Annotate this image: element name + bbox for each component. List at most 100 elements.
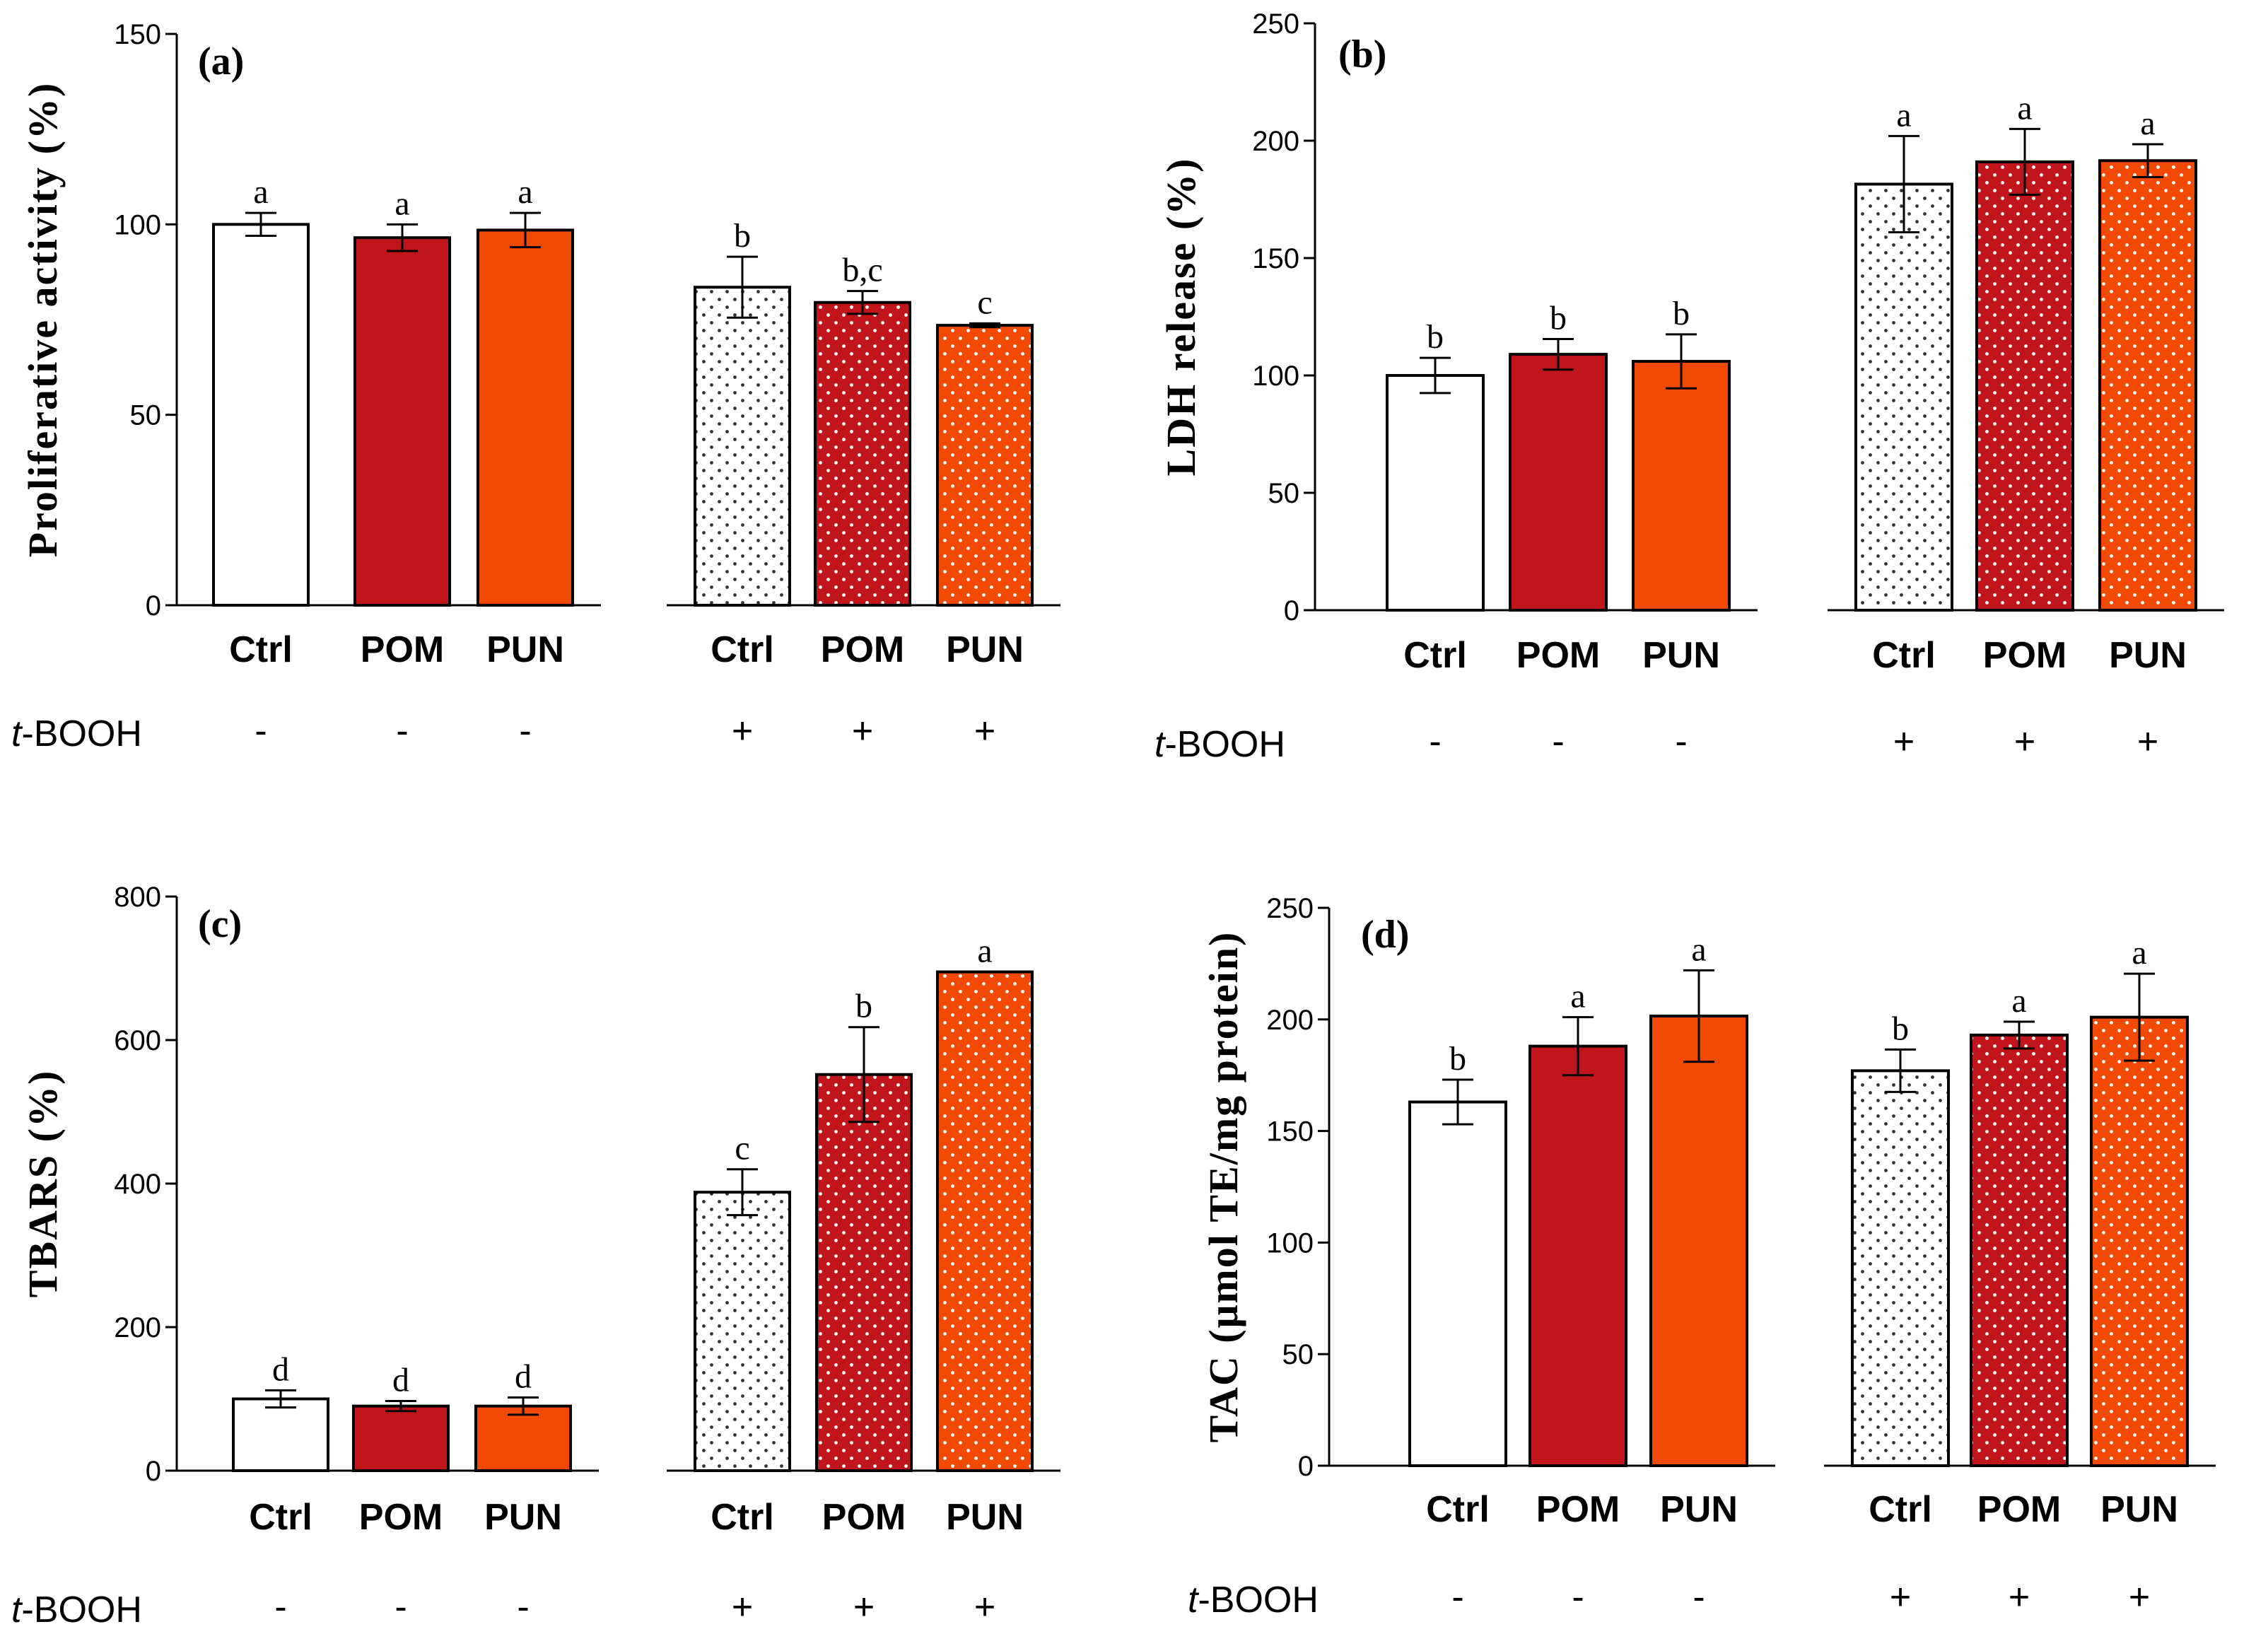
category-label: Ctrl bbox=[229, 629, 293, 670]
category-label: POM bbox=[1516, 635, 1600, 676]
bar-ctrl-untreated bbox=[212, 223, 310, 607]
panel-a: 0 50 100 150 Proliferative activity (%) (a) a C… bbox=[11, 19, 1060, 754]
y-tick-label: 50 bbox=[1268, 478, 1300, 509]
significance-label: b bbox=[1427, 318, 1444, 356]
significance-label: a bbox=[2017, 89, 2032, 127]
y-axis-title: LDH release (%) bbox=[1158, 158, 1204, 477]
treatment-suffix: -BOOH bbox=[1164, 724, 1285, 765]
y-tick-label: 150 bbox=[1252, 243, 1299, 274]
treatment-sign: - bbox=[1429, 721, 1441, 762]
y-tick-label: 100 bbox=[114, 209, 161, 240]
treatment-sign: + bbox=[1890, 1577, 1911, 1618]
treatment-sign: + bbox=[732, 1587, 753, 1628]
bar-pom-untreated bbox=[1528, 1044, 1627, 1467]
significance-label: a bbox=[1570, 978, 1585, 1015]
category-label: Ctrl bbox=[1426, 1489, 1490, 1530]
bar-pom-treated bbox=[1970, 1033, 2069, 1467]
category-label: Ctrl bbox=[1872, 635, 1936, 676]
category-label: POM bbox=[359, 1497, 443, 1538]
panel-c: 0 200 400 600 800 TBARS (%) (c) d Ctrl - d POM - d PUN… bbox=[11, 882, 1060, 1630]
category-label: PUN bbox=[2100, 1489, 2178, 1530]
treatment-sign: + bbox=[2009, 1577, 2030, 1618]
category-label: Ctrl bbox=[711, 629, 774, 670]
treatment-label: t-BOOH bbox=[1188, 1580, 1319, 1621]
treatment-sign: - bbox=[1451, 1577, 1463, 1618]
significance-label: a bbox=[394, 185, 409, 222]
treatment-prefix: t bbox=[1188, 1580, 1200, 1621]
treatment-sign: - bbox=[396, 711, 408, 752]
treatment-sign: + bbox=[853, 1587, 875, 1628]
significance-label: d bbox=[515, 1358, 532, 1395]
bar-pun-untreated bbox=[1649, 1015, 1748, 1468]
treatment-sign: - bbox=[1675, 721, 1687, 762]
treatment-sign: + bbox=[2129, 1577, 2150, 1618]
treatment-sign: + bbox=[852, 711, 873, 752]
bar-pom-untreated bbox=[353, 236, 451, 607]
treatment-sign: - bbox=[1552, 721, 1564, 762]
treatment-prefix: t bbox=[1155, 724, 1167, 765]
bar-ctrl-treated bbox=[694, 1191, 791, 1473]
panel-b: 0 50 100 150 200 250 LDH release (%) (b) b Ctrl - b… bbox=[1155, 8, 2224, 765]
treatment-suffix: -BOOH bbox=[21, 713, 141, 754]
bar-pun-untreated bbox=[1632, 360, 1731, 612]
bar-ctrl-untreated bbox=[1408, 1100, 1507, 1467]
bar-pom-untreated bbox=[352, 1404, 450, 1473]
significance-label: c bbox=[735, 1130, 749, 1167]
y-tick-label: 600 bbox=[114, 1025, 161, 1056]
category-label: POM bbox=[822, 1497, 906, 1538]
category-label: PUN bbox=[2109, 635, 2187, 676]
y-tick-label: 0 bbox=[146, 1456, 161, 1487]
treatment-suffix: -BOOH bbox=[21, 1589, 141, 1630]
category-label: POM bbox=[821, 629, 904, 670]
treatment-label: t-BOOH bbox=[1155, 724, 1285, 765]
category-label: PUN bbox=[1660, 1489, 1738, 1530]
significance-label: b bbox=[1449, 1040, 1466, 1078]
y-tick-label: 200 bbox=[1266, 1005, 1314, 1036]
significance-label: b bbox=[1673, 295, 1690, 332]
category-label: Ctrl bbox=[1869, 1489, 1932, 1530]
bar-pun-untreated bbox=[477, 228, 574, 607]
bar-pun-untreated bbox=[474, 1404, 572, 1473]
y-axis-title: TBARS (%) bbox=[20, 1070, 66, 1298]
category-label: PUN bbox=[946, 629, 1024, 670]
y-tick-label: 50 bbox=[130, 400, 162, 431]
significance-label: d bbox=[272, 1350, 289, 1388]
y-tick-label: 250 bbox=[1252, 8, 1299, 40]
significance-label: a bbox=[2011, 982, 2026, 1020]
significance-label: b bbox=[1892, 1010, 1909, 1047]
treatment-suffix: -BOOH bbox=[1198, 1580, 1318, 1621]
category-label: PUN bbox=[1642, 635, 1720, 676]
treatment-sign: - bbox=[274, 1587, 286, 1628]
panel-label: (a) bbox=[198, 40, 244, 83]
category-label: POM bbox=[1977, 1489, 2061, 1530]
category-label: Ctrl bbox=[1403, 635, 1467, 676]
panel-label: (b) bbox=[1338, 33, 1386, 76]
significance-label: a bbox=[2140, 105, 2155, 142]
category-label: PUN bbox=[486, 629, 564, 670]
y-tick-label: 0 bbox=[1284, 595, 1299, 626]
y-tick-label: 150 bbox=[114, 19, 161, 50]
bar-pun-treated bbox=[2098, 159, 2197, 612]
y-tick-label: 0 bbox=[146, 590, 161, 621]
bar-pom-treated bbox=[815, 1073, 913, 1472]
treatment-sign: + bbox=[732, 711, 753, 752]
significance-label: a bbox=[977, 933, 992, 970]
treatment-sign: + bbox=[1893, 721, 1915, 762]
significance-label: b,c bbox=[842, 252, 882, 289]
y-tick-label: 150 bbox=[1266, 1116, 1314, 1148]
treatment-sign: + bbox=[974, 1587, 995, 1628]
category-label: PUN bbox=[484, 1497, 562, 1538]
bar-ctrl-treated bbox=[694, 286, 791, 607]
significance-label: c bbox=[977, 284, 992, 321]
y-tick-label: 800 bbox=[114, 882, 161, 913]
panel-label: (d) bbox=[1361, 913, 1409, 957]
significance-label: d bbox=[392, 1362, 409, 1399]
treatment-sign: - bbox=[1693, 1577, 1705, 1618]
treatment-label: t-BOOH bbox=[11, 713, 142, 754]
y-axis-title: TAC (μmol TE/mg protein) bbox=[1200, 931, 1246, 1443]
y-tick-label: 250 bbox=[1266, 893, 1314, 924]
treatment-sign: - bbox=[1572, 1577, 1584, 1618]
y-tick-label: 400 bbox=[114, 1169, 161, 1200]
y-tick-label: 200 bbox=[114, 1312, 161, 1343]
